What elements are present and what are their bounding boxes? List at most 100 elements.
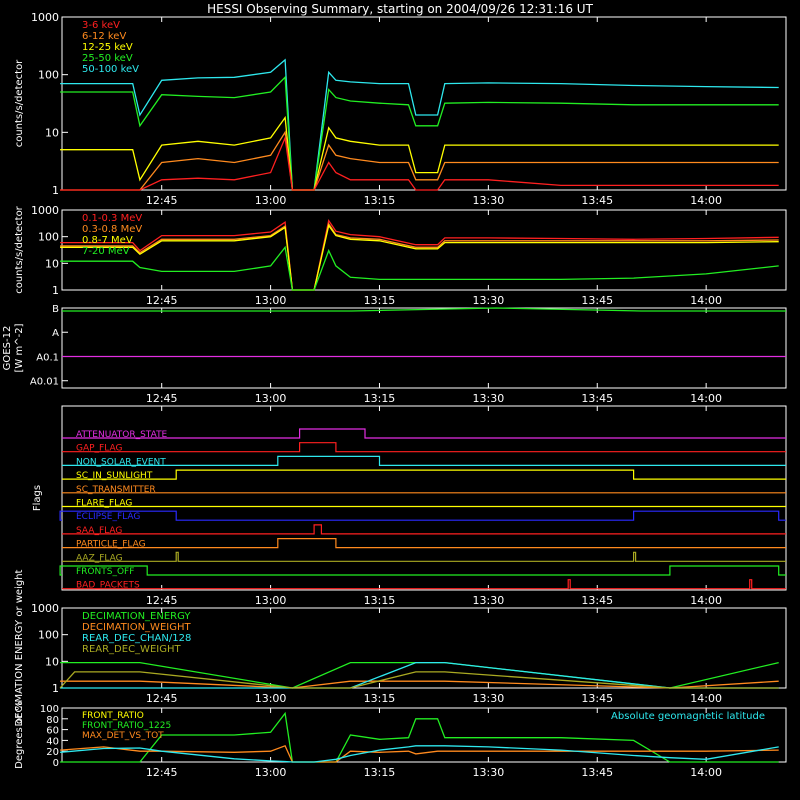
flag-trace	[62, 428, 786, 439]
y-tick-label: 1	[52, 284, 59, 297]
time-tick-label: 14:00	[690, 692, 722, 705]
legend-entry: FRONT_RATIO	[82, 711, 144, 721]
annotation-label: Absolute geomagnetic latitude	[611, 711, 765, 722]
legend-entry: REAR_DEC_WEIGHT	[82, 644, 181, 655]
time-tick-label: 13:45	[581, 766, 613, 779]
y-tick-label: 100	[40, 704, 59, 715]
panel-frame	[61, 707, 787, 763]
panel-5: 12:45 13:00 13:15 13:30 13:45 14:00 1 10 100 1000…	[14, 569, 787, 726]
panels: 12:45 13:00 13:15 13:30 13:45 14:001101001000…	[2, 11, 787, 779]
panel-frame	[61, 307, 787, 389]
time-tick-label: 13:45	[581, 692, 613, 705]
flag-label: SAA_FLAG	[76, 526, 122, 536]
legend-entry: 0.8-7 MeV	[82, 235, 133, 246]
time-tick-label: 13:30	[473, 194, 505, 207]
y-tick-label: 20	[46, 747, 59, 758]
y-tick-label: 100	[38, 231, 59, 244]
panel-frame	[61, 607, 787, 689]
flag-trace	[62, 579, 786, 590]
y-axis-label: Flags	[32, 485, 43, 511]
time-tick-label: 12:45	[146, 294, 178, 307]
series-line	[60, 115, 779, 191]
flag-label: ECLIPSE_FLAG	[76, 512, 140, 522]
time-tick-label: 12:45	[146, 392, 178, 405]
series-line	[60, 245, 779, 291]
legend-entry: 50-100 keV	[82, 64, 139, 75]
time-tick-label: 14:00	[690, 766, 722, 779]
series-line	[59, 671, 779, 689]
time-tick-label: 12:45	[146, 594, 178, 607]
time-tick-label: 13:30	[473, 692, 505, 705]
y-axis-label: DECIMATION ENERGY or weight	[14, 569, 25, 726]
series-line	[60, 711, 779, 763]
time-tick-label: 13:00	[255, 194, 287, 207]
y-tick-label: 80	[46, 715, 59, 726]
y-tick-label: 1000	[31, 602, 59, 615]
y-tick-label: 100	[38, 629, 59, 642]
y-tick-label: 10	[45, 126, 59, 139]
legend-entry: FRONT_RATIO_1225	[82, 721, 171, 731]
y-tick-label: 10	[45, 655, 59, 668]
y-tick-label: 10	[45, 257, 59, 270]
flag-label: FRONTS_OFF	[76, 567, 134, 577]
time-tick-label: 13:30	[473, 392, 505, 405]
y-tick-label: 60	[46, 726, 59, 737]
time-tick-label: 13:15	[364, 294, 396, 307]
time-tick-label: 13:15	[364, 692, 396, 705]
y-tick-label: A	[52, 328, 59, 339]
goes-long-line	[62, 307, 786, 312]
time-tick-label: 13:00	[255, 392, 287, 405]
flag-label: PARTICLE_FLAG	[76, 540, 146, 550]
series-line	[60, 744, 779, 763]
flag-label: NON_SOLAR_EVENT	[76, 457, 166, 467]
figure-title: HESSI Observing Summary, starting on 200…	[207, 2, 593, 16]
flag-label: GAP_FLAG	[76, 444, 122, 454]
flag-label: BAD_PACKETS	[76, 581, 140, 591]
panel-frame	[61, 405, 787, 591]
flag-trace	[62, 551, 786, 562]
series-line	[60, 218, 779, 291]
time-tick-label: 13:45	[581, 294, 613, 307]
y-tick-label: 100	[38, 69, 59, 82]
panel-4: 12:45 13:00 13:15 13:30 13:45 14:00 Flags ATTEN…	[32, 405, 787, 607]
time-tick-label: 14:00	[690, 294, 722, 307]
time-tick-label: 14:00	[690, 392, 722, 405]
time-tick-label: 13:15	[364, 392, 396, 405]
flag-label: SC_TRANSMITTER	[76, 485, 156, 495]
y-axis-label: GOES-12	[2, 326, 13, 371]
legend-entry: DECIMATION_WEIGHT	[82, 622, 191, 633]
time-tick-label: 13:15	[364, 594, 396, 607]
series-line	[60, 75, 779, 191]
time-tick-label: 12:45	[146, 766, 178, 779]
time-tick-label: 13:30	[473, 594, 505, 607]
legend-entry: 0.1-0.3 MeV	[82, 213, 142, 224]
series-line	[60, 135, 779, 191]
y-tick-label: 0	[53, 758, 59, 769]
flag-label: AAZ_FLAG	[76, 553, 123, 563]
flag-trace	[62, 455, 786, 466]
y-axis-label: counts/s/detector	[14, 205, 25, 293]
y-tick-label: B	[52, 304, 59, 315]
series-line	[60, 224, 779, 291]
flag-label: SC_IN_SUNLIGHT	[76, 471, 153, 481]
time-tick-label: 13:30	[473, 766, 505, 779]
time-tick-label: 13:00	[255, 766, 287, 779]
time-tick-label: 13:30	[473, 294, 505, 307]
y-tick-label: A0.1	[36, 352, 59, 363]
y-axis-label: [W m^-2]	[14, 323, 25, 372]
y-tick-label: 40	[46, 736, 59, 747]
panel-1: 12:45 13:00 13:15 13:30 13:45 14:00 1 10 100 1000…	[14, 11, 787, 207]
flag-trace	[62, 442, 786, 453]
legend-entry: 6-12 keV	[82, 31, 126, 42]
y-tick-label: A0.01	[30, 377, 59, 388]
legend-entry: 12-25 keV	[82, 42, 133, 53]
legend-entry: 0.3-0.8 MeV	[82, 224, 142, 235]
panel-frame	[61, 209, 787, 291]
flag-label: FLARE_FLAG	[76, 499, 132, 509]
series-line	[60, 680, 779, 689]
time-tick-label: 13:00	[255, 294, 287, 307]
time-tick-label: 13:45	[581, 392, 613, 405]
legend-entry: 7-20 MeV	[82, 246, 130, 257]
y-tick-label: 1	[52, 682, 59, 695]
